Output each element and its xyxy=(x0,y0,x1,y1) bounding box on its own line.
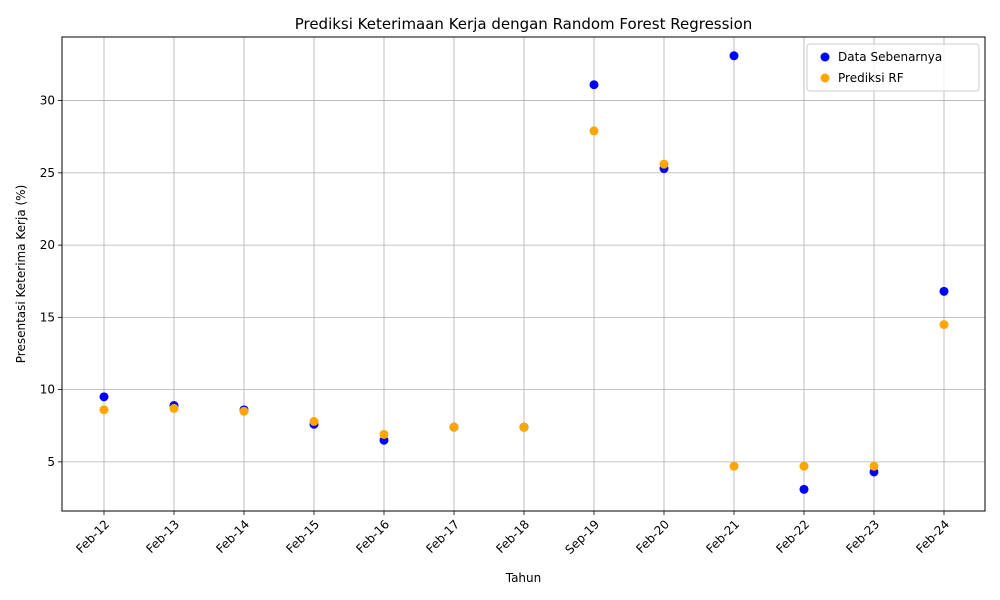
x-tick-label: Feb-16 xyxy=(353,517,392,556)
rf-prediction-point xyxy=(449,422,459,432)
x-tick-label: Feb-21 xyxy=(703,517,742,556)
rf-prediction-point xyxy=(869,461,879,471)
y-tick-label: 25 xyxy=(40,166,55,180)
x-tick-label: Feb-20 xyxy=(633,517,672,556)
legend-box xyxy=(806,43,980,92)
rf-prediction-point xyxy=(729,461,739,471)
x-axis-label: Tahun xyxy=(505,571,542,585)
x-tick-label: Feb-14 xyxy=(213,517,252,556)
legend-marker xyxy=(820,73,830,83)
chart-title: Prediksi Keterimaan Kerja dengan Random … xyxy=(295,15,753,33)
x-tick-label: Feb-15 xyxy=(283,517,322,556)
points-layer xyxy=(99,51,949,494)
actual-data-point xyxy=(99,392,109,402)
actual-data-point xyxy=(729,51,739,61)
actual-data-point xyxy=(939,286,949,296)
rf-prediction-point xyxy=(799,461,809,471)
rf-prediction-point xyxy=(939,320,949,330)
x-tick-label: Feb-13 xyxy=(143,517,182,556)
x-tick-label: Feb-18 xyxy=(493,517,532,556)
ticks-layer: Feb-12 Feb-13 Feb-14 Feb-15 Feb-16 Feb-17 Feb-… xyxy=(40,94,952,557)
rf-prediction-point xyxy=(379,429,389,439)
x-tick-label: Feb-17 xyxy=(423,517,462,556)
rf-prediction-point xyxy=(309,416,319,426)
x-tick-label: Feb-12 xyxy=(73,517,112,556)
grid-layer xyxy=(62,37,985,511)
legend-entry-label: Prediksi RF xyxy=(838,71,904,85)
x-tick-label: Feb-24 xyxy=(913,517,952,556)
rf-prediction-point xyxy=(99,405,109,415)
x-tick-label: Sep-19 xyxy=(562,517,602,557)
actual-data-point xyxy=(799,484,809,494)
y-tick-label: 20 xyxy=(40,238,55,252)
y-tick-label: 5 xyxy=(47,455,55,469)
rf-prediction-point xyxy=(239,406,249,416)
legend: Data Sebenarnya Prediksi RF xyxy=(806,43,980,92)
rf-prediction-point xyxy=(169,403,179,413)
legend-marker xyxy=(820,52,830,62)
rf-prediction-point xyxy=(589,126,599,136)
y-axis-label: Presentasi Keterima Kerja (%) xyxy=(14,185,28,364)
x-tick-label: Feb-23 xyxy=(843,517,882,556)
actual-data-point xyxy=(589,80,599,90)
rf-prediction-point xyxy=(659,159,669,169)
y-tick-label: 30 xyxy=(40,94,55,108)
rf-prediction-point xyxy=(519,422,529,432)
legend-entry-label: Data Sebenarnya xyxy=(838,50,942,64)
x-tick-label: Feb-22 xyxy=(773,517,812,556)
plot-frame xyxy=(61,36,986,512)
y-tick-label: 10 xyxy=(40,383,55,397)
y-tick-label: 15 xyxy=(40,310,55,324)
